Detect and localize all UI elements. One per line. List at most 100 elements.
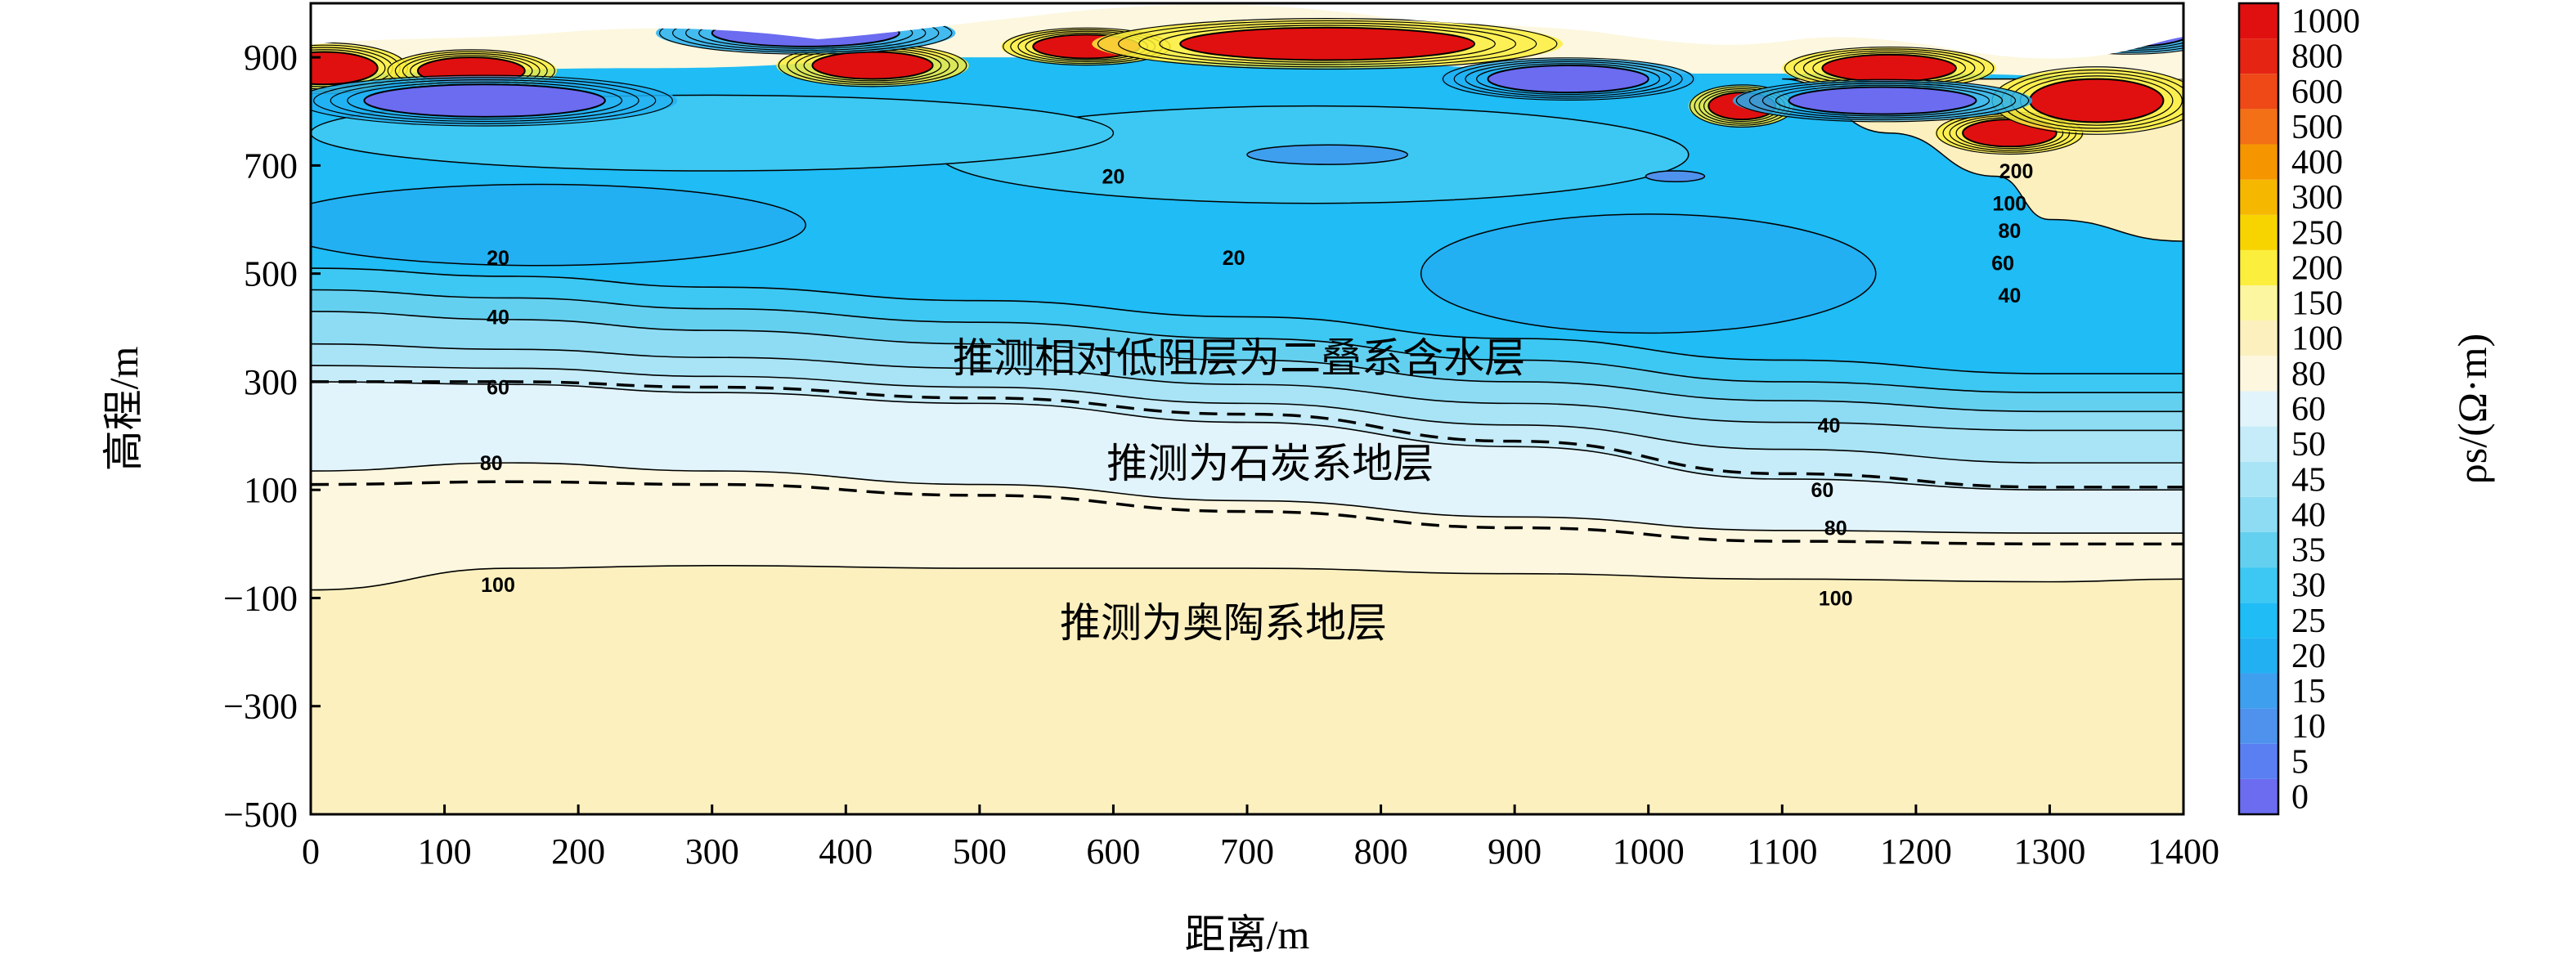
colorbar-swatch — [2239, 426, 2278, 462]
contour-labels: 20 20 20 40 40 40 60 60 60 80 80 80 100 100 100 200 — [480, 160, 2033, 610]
colorbar-label: 800 — [2291, 38, 2343, 76]
anomaly-contour — [311, 74, 673, 127]
y-tick-label: −300 — [223, 687, 298, 727]
y-axis-title: 高程/m — [101, 347, 146, 472]
contour-label: 60 — [487, 377, 509, 400]
y-axis-ticks: −500 −300 −100 100 300 500 700 900 — [223, 38, 321, 835]
x-tick-label: 600 — [1086, 831, 1140, 872]
y-tick-label: 100 — [244, 470, 298, 510]
high-anomaly — [1821, 53, 1957, 83]
topography-mask — [311, 3, 2183, 59]
y-tick-label: 700 — [244, 146, 298, 186]
colorbar-label: 45 — [2291, 461, 2326, 499]
low-resistivity-body — [311, 183, 806, 267]
colorbar-swatch — [2239, 214, 2278, 250]
colorbar-label: 400 — [2291, 144, 2343, 181]
x-tick-label: 800 — [1354, 831, 1408, 872]
colorbar-swatch — [2239, 38, 2278, 74]
low-anomaly — [1788, 86, 1977, 115]
layer-100 — [311, 565, 2183, 814]
colorbar-swatch — [2239, 603, 2278, 639]
colorbar-swatch — [2239, 496, 2278, 532]
anomaly-contour — [1159, 25, 1496, 63]
low-anomaly — [363, 83, 606, 118]
stratum-boundary — [311, 380, 2183, 489]
colorbar-label: 30 — [2291, 567, 2326, 605]
colorbar-label: 35 — [2291, 532, 2326, 570]
contour-label: 20 — [1223, 247, 1245, 270]
stratum-boundary — [311, 480, 2183, 546]
colorbar-swatch — [2239, 567, 2278, 603]
x-tick-label: 700 — [1220, 831, 1274, 872]
anomaly-contour — [1442, 57, 1694, 101]
contour-label: 100 — [1819, 587, 1853, 610]
colorbar-label: 200 — [2291, 249, 2343, 287]
contour-line-40 — [311, 311, 2183, 413]
colorbar-label: 0 — [2291, 778, 2309, 816]
colorbar-label: 250 — [2291, 214, 2343, 252]
anomaly-contour — [1476, 63, 1661, 96]
contour-label: 80 — [1824, 517, 1847, 540]
x-tick-label: 1000 — [1613, 831, 1685, 872]
contour-line-80 — [311, 462, 2183, 534]
x-tick-label: 1400 — [2147, 831, 2219, 872]
low-resistivity-body — [1420, 213, 1877, 334]
x-tick-label: 400 — [819, 831, 873, 872]
x-tick-label: 900 — [1488, 831, 1542, 872]
colorbar-label: 5 — [2291, 743, 2309, 781]
contour-label: 40 — [1998, 285, 2021, 307]
colorbar-swatch — [2239, 638, 2278, 674]
low-resistivity-body — [1645, 170, 1706, 182]
stratum-annotation: 推测相对低阻层为二叠系含水层 — [953, 334, 1525, 382]
anomaly-contour — [1453, 59, 1683, 99]
high-anomaly — [2028, 78, 2165, 123]
colorbar-swatch — [2239, 285, 2278, 321]
colorbar-label: 600 — [2291, 74, 2343, 111]
low-anomaly — [1487, 65, 1649, 94]
y-tick-label: 500 — [244, 254, 298, 294]
colorbar-swatch — [2239, 74, 2278, 110]
x-tick-label: 1200 — [1880, 831, 1952, 872]
contour-label: 20 — [487, 247, 509, 270]
y-tick-label: −100 — [223, 578, 298, 618]
x-tick-label: 300 — [685, 831, 739, 872]
colorbar-swatch — [2239, 391, 2278, 427]
anomaly-blobs — [311, 11, 2183, 155]
contour-lines — [311, 267, 2183, 591]
anomaly-contour — [1097, 18, 1558, 70]
colorbar-label: 20 — [2291, 638, 2326, 675]
colorbar-label: 40 — [2291, 496, 2326, 534]
contour-label: 80 — [480, 452, 503, 475]
contour-line-100 — [311, 564, 2183, 591]
x-tick-label: 500 — [953, 831, 1007, 872]
colorbar-label: 15 — [2291, 673, 2326, 710]
contour-line-35 — [311, 289, 2183, 393]
contour-label: 60 — [1811, 479, 1833, 502]
colorbar-swatch — [2239, 778, 2278, 814]
x-tick-label: 0 — [302, 831, 320, 872]
anomaly-contour — [1735, 78, 2030, 123]
anomaly-contour — [1775, 84, 1990, 117]
colorbar-swatch — [2239, 743, 2278, 779]
colorbar-label: 300 — [2291, 179, 2343, 217]
plot-area: 20 20 20 40 40 40 60 60 60 80 80 80 100 100 100 200 — [311, 3, 2183, 814]
contour-line-30 — [311, 267, 2183, 374]
stratum-annotation: 推测为奥陶系地层 — [1060, 599, 1387, 647]
colorbar-swatch — [2239, 673, 2278, 709]
contour-label: 100 — [481, 574, 515, 597]
anomaly-contour — [347, 81, 623, 120]
contour-label: 40 — [1818, 415, 1841, 437]
colorbar: 0510152025303540455060801001502002503004… — [2237, 2, 2360, 816]
x-tick-label: 100 — [418, 831, 472, 872]
stratum-annotation: 推测为石炭系地层 — [1106, 440, 1434, 487]
anomaly-contour — [1118, 20, 1537, 68]
dashed-boundaries — [311, 380, 2183, 546]
x-tick-label: 200 — [551, 831, 605, 872]
anomaly-contour — [311, 49, 386, 87]
contour-label: 20 — [1102, 166, 1125, 189]
colorbar-label: 1000 — [2291, 3, 2360, 41]
colorbar-label: 25 — [2291, 603, 2326, 640]
colorbar-label: 500 — [2291, 109, 2343, 146]
